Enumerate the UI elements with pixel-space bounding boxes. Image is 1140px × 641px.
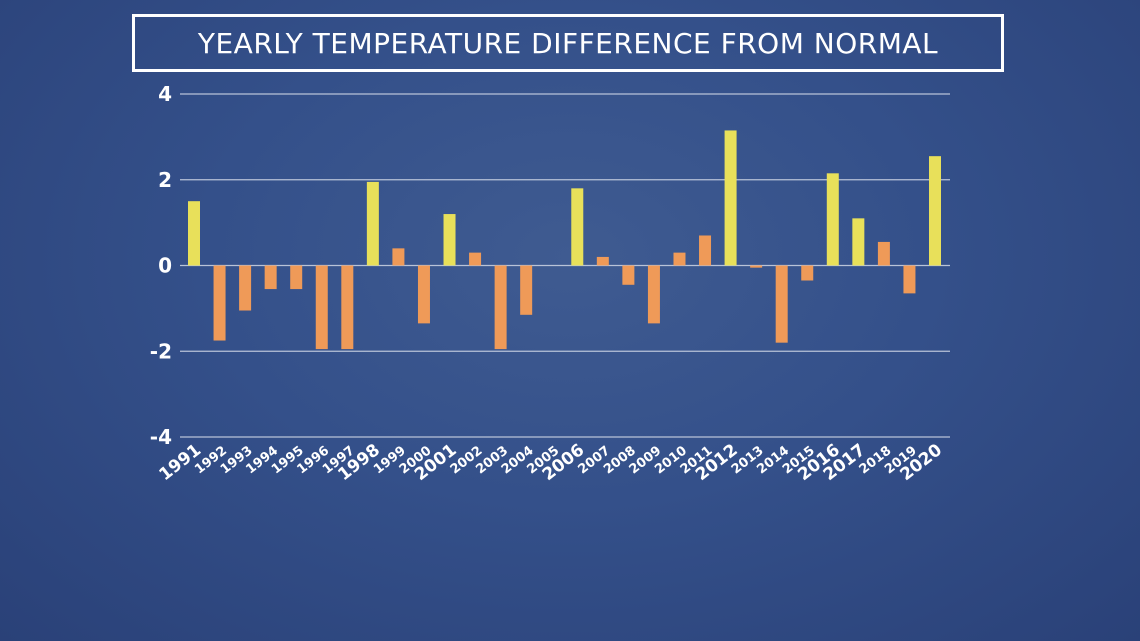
bars — [188, 130, 941, 350]
bar-2018 — [877, 241, 890, 266]
bar-2013 — [750, 265, 763, 268]
bar-2017 — [852, 218, 865, 266]
y-axis-ticks: 4 2 0 -2 -4 — [150, 82, 172, 449]
bar-1998 — [366, 181, 379, 266]
bar-2002 — [469, 252, 482, 266]
bar-2019 — [903, 265, 916, 294]
bar-2010 — [673, 252, 686, 266]
x-axis-ticks: 1991199219931994199519961997199819992000… — [155, 440, 946, 485]
bar-1992 — [213, 265, 226, 341]
bar-2006 — [571, 188, 584, 266]
gridlines — [180, 93, 950, 438]
bar-2001 — [443, 214, 456, 266]
y-tick-label: 4 — [158, 82, 172, 106]
bar-1997 — [341, 265, 354, 350]
bar-2016 — [826, 173, 839, 266]
bar-2015 — [801, 265, 814, 281]
bar-1991 — [188, 201, 200, 266]
bar-1995 — [290, 265, 303, 290]
bar-2014 — [775, 265, 788, 343]
bar-1996 — [315, 265, 328, 350]
y-tick-label: 0 — [158, 254, 172, 278]
bar-1994 — [264, 265, 277, 290]
bar-2008 — [622, 265, 635, 285]
chart-title: YEARLY TEMPERATURE DIFFERENCE FROM NORMA… — [197, 26, 939, 60]
bar-1993 — [239, 265, 252, 311]
y-tick-label: 2 — [158, 168, 172, 192]
x-tick-label: 2020 — [896, 440, 946, 485]
bar-1999 — [392, 248, 405, 266]
y-tick-label: -4 — [150, 425, 172, 449]
bar-2000 — [417, 265, 430, 324]
bar-2012 — [724, 130, 737, 266]
bar-2004 — [520, 265, 533, 315]
bar-2009 — [647, 265, 660, 324]
y-tick-label: -2 — [150, 339, 172, 363]
bar-2007 — [596, 256, 609, 266]
bar-2020 — [929, 156, 941, 266]
chart-title-box: YEARLY TEMPERATURE DIFFERENCE FROM NORMA… — [132, 14, 1004, 72]
bar-2011 — [699, 235, 712, 266]
bar-2003 — [494, 265, 507, 350]
